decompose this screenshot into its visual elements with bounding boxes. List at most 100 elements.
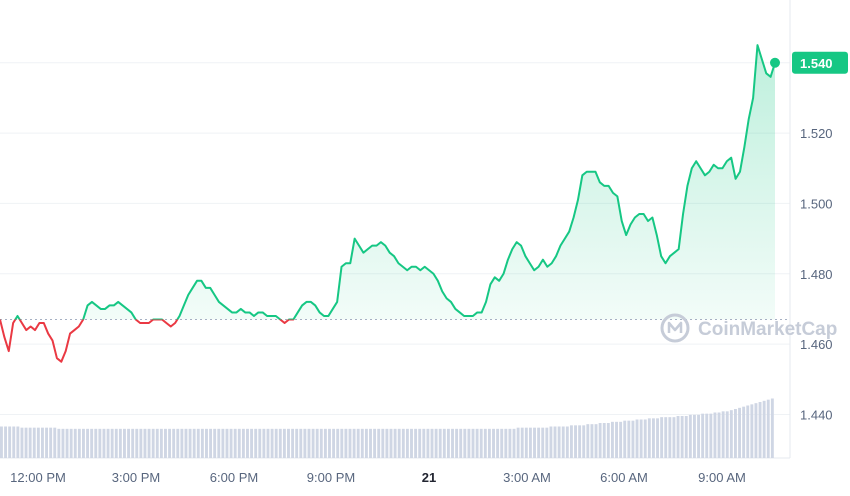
volume-bar xyxy=(680,416,684,458)
volume-bar xyxy=(492,428,495,458)
volume-bar xyxy=(750,404,754,458)
volume-bar xyxy=(668,417,672,458)
volume-bar xyxy=(434,428,438,458)
volume-bar xyxy=(356,428,360,458)
volume-bar xyxy=(561,426,565,458)
volume-bar xyxy=(24,427,28,458)
volume-bar xyxy=(524,427,528,458)
volume-bar xyxy=(217,428,221,458)
volume-bar xyxy=(606,423,610,458)
volume-bar xyxy=(697,414,700,458)
volume-bar xyxy=(770,398,774,458)
volume-bar xyxy=(139,428,143,458)
price-area-fill xyxy=(0,45,775,320)
volume-bar xyxy=(758,402,762,458)
volume-bar xyxy=(295,428,299,458)
x-tick-label: 12:00 PM xyxy=(10,470,66,485)
volume-bar xyxy=(410,428,413,458)
volume-bar xyxy=(0,426,3,458)
volume-bar xyxy=(20,427,24,458)
volume-bar xyxy=(594,424,598,458)
volume-bar xyxy=(713,412,717,458)
volume-bar xyxy=(209,428,213,458)
volume-bar xyxy=(405,428,409,458)
volume-bar xyxy=(12,426,16,458)
watermark: CoinMarketCap xyxy=(660,313,837,343)
volume-bar xyxy=(553,426,557,458)
volume-bar xyxy=(549,426,553,458)
volume-bar xyxy=(746,405,750,458)
volume-bar xyxy=(241,428,245,458)
x-tick-label: 3:00 AM xyxy=(503,470,551,485)
volume-bar xyxy=(541,427,545,458)
volume-bar xyxy=(143,428,147,458)
volume-bar xyxy=(422,428,426,458)
volume-bar xyxy=(602,423,606,458)
price-line xyxy=(0,44,776,363)
volume-bar xyxy=(459,428,463,458)
volume-bar xyxy=(483,428,487,458)
volume-bar xyxy=(414,428,418,458)
volume-bar xyxy=(336,428,340,458)
volume-bar xyxy=(192,428,196,458)
volume-bar xyxy=(360,428,364,458)
volume-bar xyxy=(766,399,770,458)
volume-bar xyxy=(196,428,200,458)
volume-bar xyxy=(426,428,430,458)
volume-bar xyxy=(164,428,167,458)
volume-bar xyxy=(762,400,766,458)
volume-bar xyxy=(717,412,721,458)
volume-bar xyxy=(451,428,454,458)
volume-bar xyxy=(418,428,422,458)
volume-bar xyxy=(545,427,549,458)
volume-bar xyxy=(250,428,254,458)
volume-bar xyxy=(733,409,737,458)
volume-bar xyxy=(738,407,741,458)
volume-bar xyxy=(8,426,12,458)
y-tick-label: 1.480 xyxy=(800,267,833,282)
volume-bar xyxy=(254,428,258,458)
volume-bar xyxy=(102,428,106,458)
volume-bar xyxy=(635,419,639,458)
volume-bar xyxy=(77,428,81,458)
volume-bar xyxy=(684,416,688,458)
volume-bar xyxy=(660,417,664,458)
volume-bar xyxy=(627,420,631,458)
volume-bar xyxy=(127,428,131,458)
volume-bar xyxy=(709,413,713,458)
volume-bar xyxy=(49,427,53,458)
volume-bar xyxy=(569,425,573,458)
volume-bar xyxy=(385,428,389,458)
current-price-badge xyxy=(792,51,848,74)
volume-bar xyxy=(582,425,586,458)
volume-bar xyxy=(311,428,315,458)
volume-bar xyxy=(623,420,627,458)
volume-bar xyxy=(278,428,282,458)
volume-bar xyxy=(631,420,635,458)
volume-bar xyxy=(53,427,57,458)
volume-bar xyxy=(106,428,110,458)
volume-bar xyxy=(65,428,69,458)
volume-bar xyxy=(467,428,471,458)
volume-bar xyxy=(598,423,602,458)
volume-bar xyxy=(176,428,180,458)
volume-bar xyxy=(639,419,643,458)
volume-bar xyxy=(479,428,483,458)
volume-bar xyxy=(90,428,94,458)
volume-bar xyxy=(397,428,401,458)
volume-bar xyxy=(32,427,36,458)
volume-bar xyxy=(274,428,278,458)
volume-bar xyxy=(701,413,705,458)
volume-bar xyxy=(656,418,659,458)
volume-bar xyxy=(82,428,85,458)
volume-bar xyxy=(487,428,491,458)
coinmarketcap-logo-icon xyxy=(660,313,690,343)
x-tick-label: 9:00 PM xyxy=(307,470,355,485)
volume-bar xyxy=(98,428,102,458)
volume-bar xyxy=(282,428,286,458)
volume-bar xyxy=(233,428,237,458)
volume-bar xyxy=(651,418,655,458)
x-axis: 12:00 PM 3:00 PM 6:00 PM 9:00 PM 21 3:00 AM 6:… xyxy=(10,470,746,485)
volume-bar xyxy=(672,417,676,458)
